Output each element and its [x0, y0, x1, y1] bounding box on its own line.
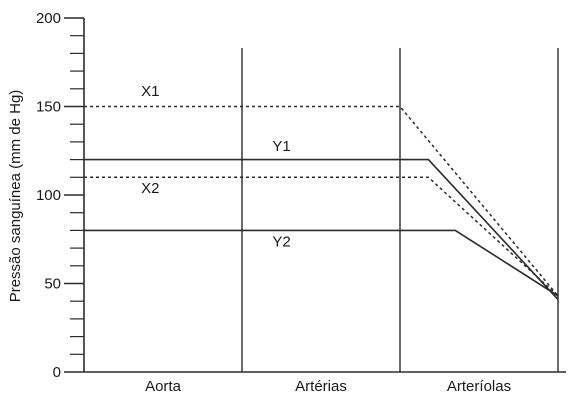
- labels-layer: Aorta Artérias Arteríolas X1 Y1 X2 Y2: [141, 83, 511, 395]
- grid-layer: [241, 48, 559, 372]
- y-tick-label: 0: [53, 364, 61, 381]
- series-label-x2: X2: [141, 180, 159, 197]
- series-line-y2: [84, 229, 559, 297]
- region-label: Arteríolas: [447, 378, 511, 395]
- series-label-x1: X1: [141, 83, 159, 100]
- y-tick-label: 150: [36, 99, 61, 116]
- y-axis-title: Pressão sanguínea (mm de Hg): [7, 90, 24, 303]
- series-line-x2: [84, 176, 559, 297]
- region-label: Aorta: [145, 378, 182, 395]
- region-label: Artérias: [295, 378, 347, 395]
- series-line-x1: [84, 105, 559, 297]
- y-axis: 0 50 100 150 200: [36, 10, 566, 381]
- series-layer: [84, 105, 559, 300]
- y-tick-label: 200: [36, 10, 61, 27]
- series-label-y1: Y1: [272, 138, 290, 155]
- y-tick-label: 100: [36, 187, 61, 204]
- series-line-y1: [84, 158, 559, 300]
- series-label-y2: Y2: [272, 233, 290, 250]
- y-tick-label: 50: [44, 276, 61, 293]
